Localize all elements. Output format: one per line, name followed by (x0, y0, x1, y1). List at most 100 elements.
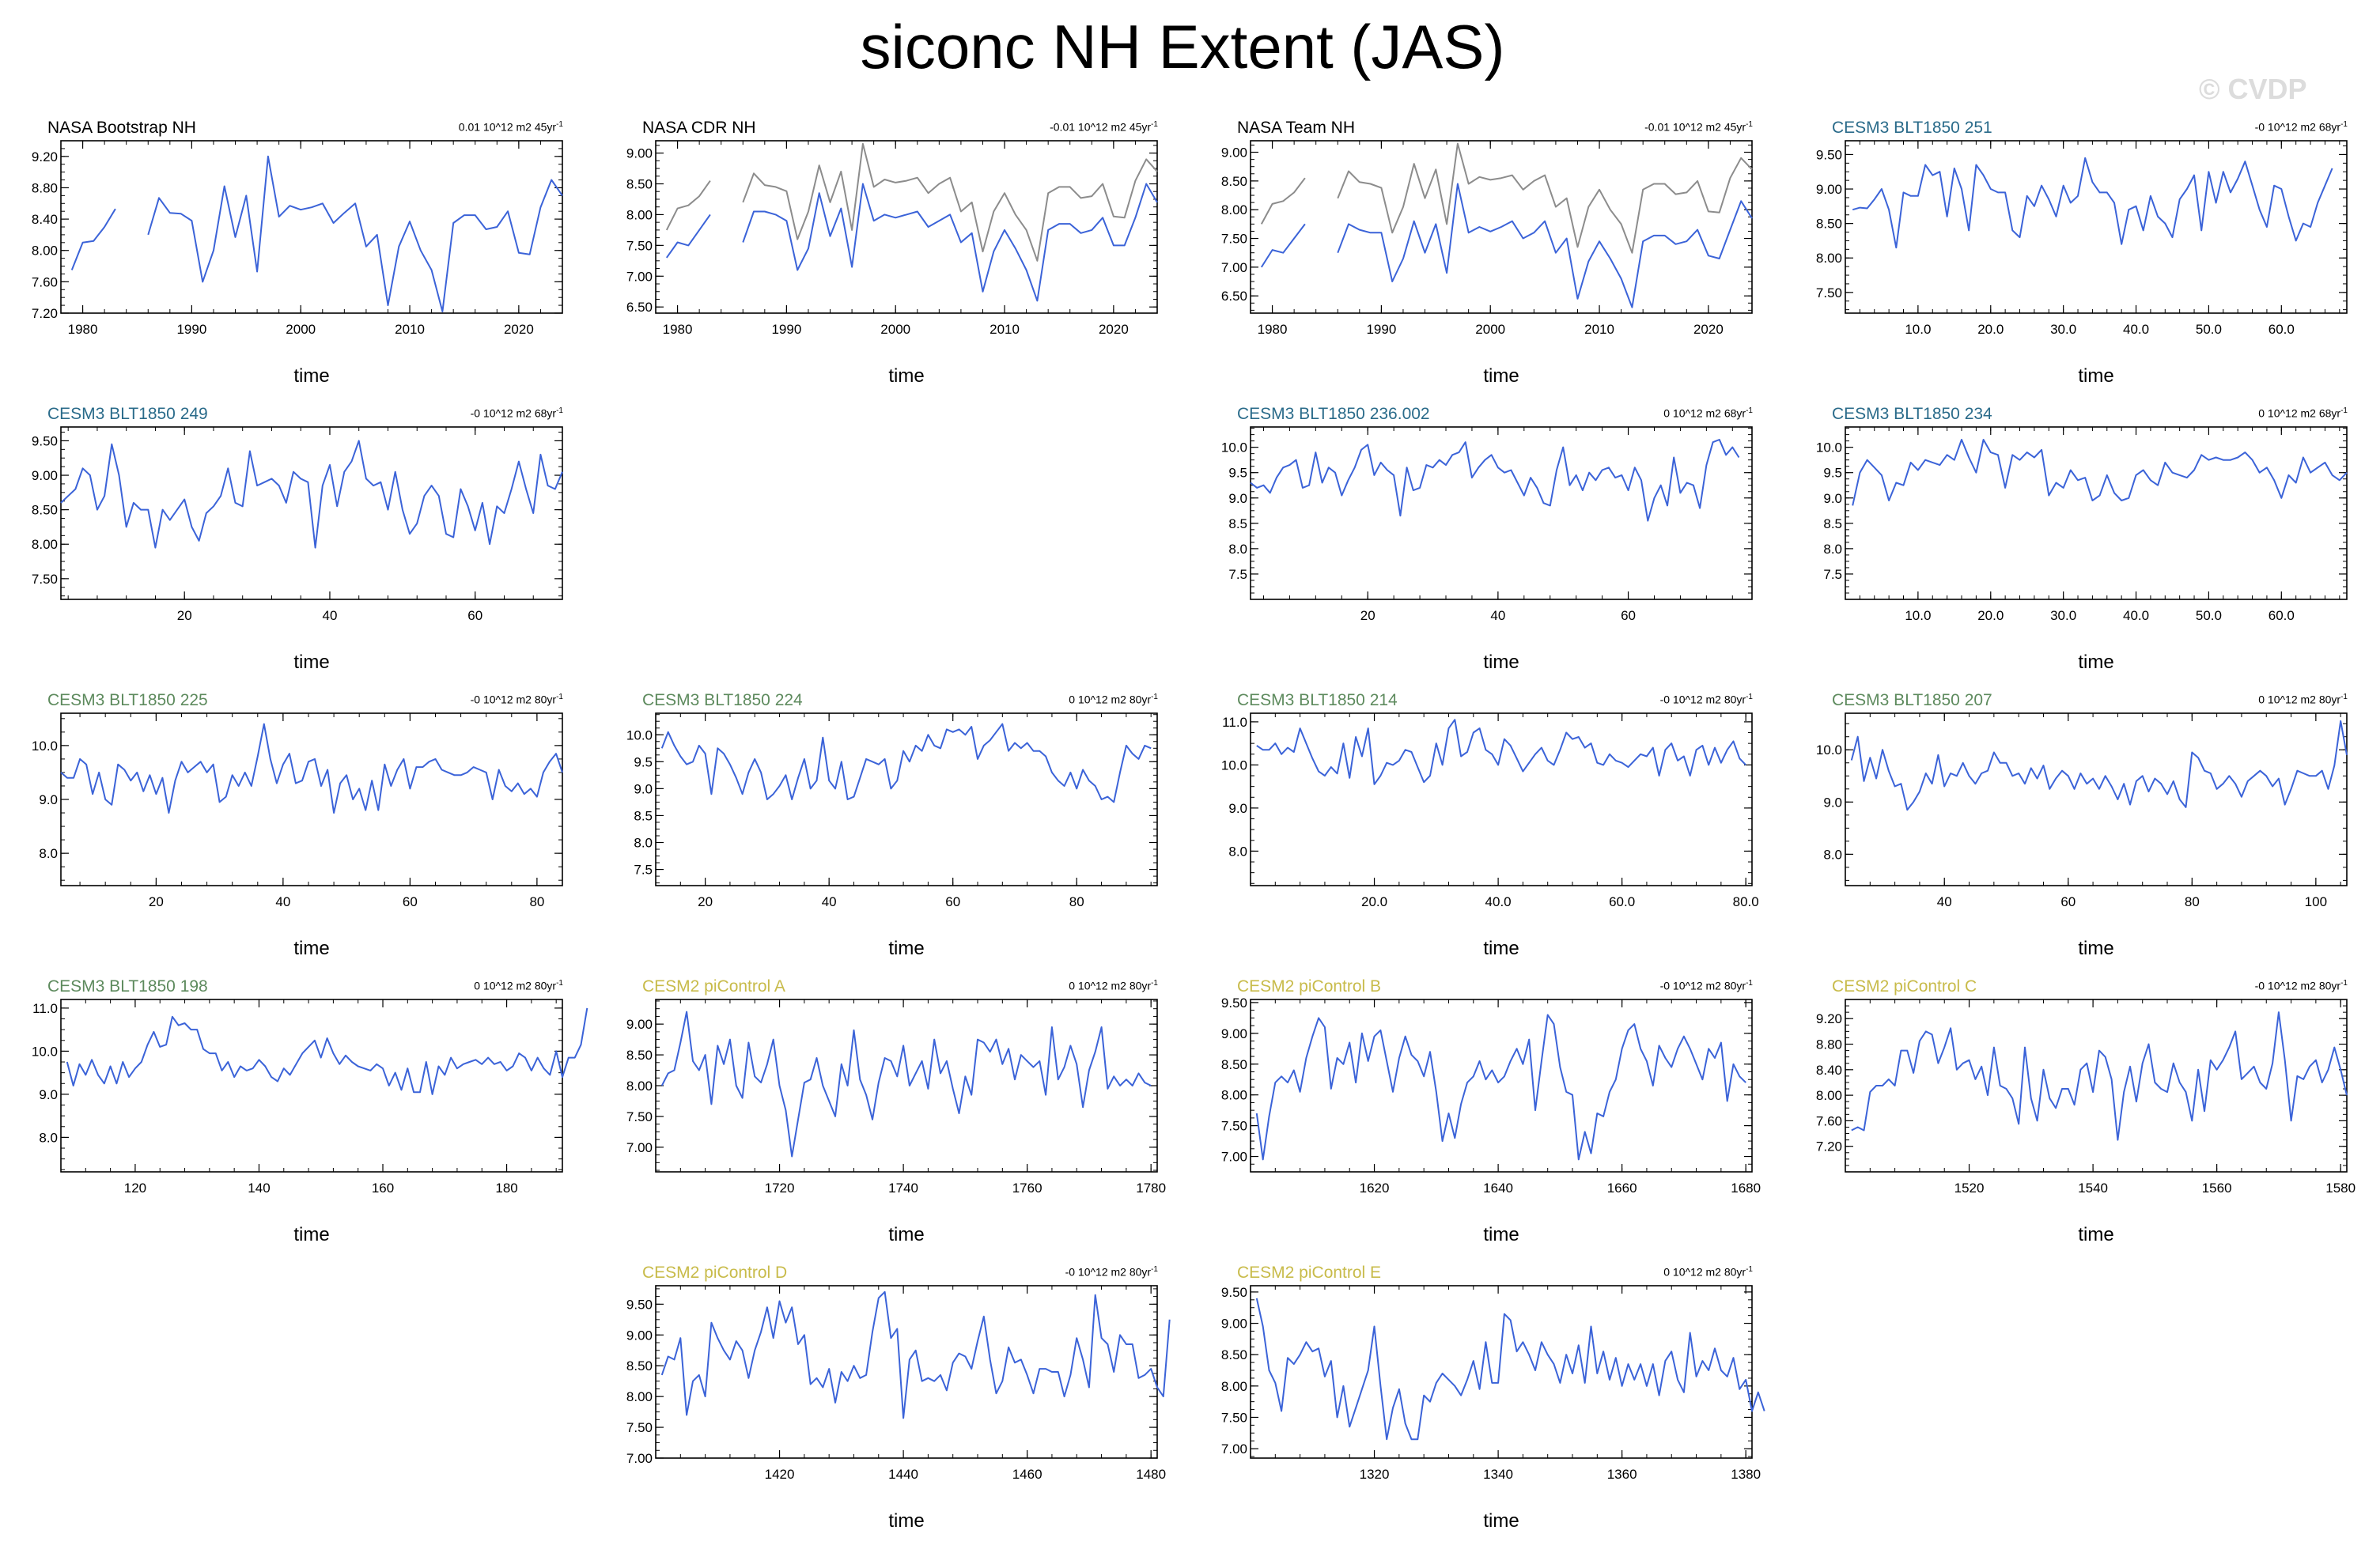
panel-title: CESM2 piControl E (1237, 1264, 1382, 1282)
x-tick-label: 40 (1490, 608, 1505, 623)
x-axis-label: time (888, 938, 925, 959)
chart-panel: CESM3 BLT1850 225 -0 10^12 m2 80yr-1 10.0 9… (32, 691, 585, 976)
series-line (665, 142, 1158, 262)
trend-label: -0 10^12 m2 80yr-1 (1660, 979, 1753, 992)
x-tick-label: 1780 (1136, 1181, 1166, 1196)
plot-area: 10.0 9.5 9.0 8.5 8.0 7.5 20 40 60 (1221, 426, 1753, 623)
plot-frame (1845, 712, 2348, 886)
y-tick-label: 9.50 (32, 433, 58, 448)
trend-text: 0 10^12 m2 80yr (2258, 693, 2341, 706)
chart-panel: CESM2 piControl C -0 10^12 m2 80yr-1 9.20 8… (1816, 977, 2365, 1262)
y-tick-label: 7.50 (626, 1420, 653, 1435)
trend-label: 0 10^12 m2 80yr-1 (1663, 1265, 1753, 1279)
y-tick-label: 7.20 (32, 306, 58, 321)
y-tick-label: 9.50 (1816, 147, 1842, 162)
plot-area: 9.00 8.50 8.00 7.50 7.00 1720 1740 1760 1780 (626, 999, 1166, 1196)
x-tick-label: 40.0 (1485, 894, 1512, 909)
x-tick-label: 2000 (1475, 322, 1505, 337)
x-tick-label: 2020 (1099, 322, 1129, 337)
y-tick-label: 9.20 (32, 149, 58, 164)
plot-frame (655, 999, 1158, 1173)
y-tick-label: 10.0 (32, 1044, 58, 1059)
series-line (1852, 157, 2333, 249)
y-tick-label: 8.00 (1221, 1379, 1247, 1394)
x-tick-label: 20 (149, 894, 164, 909)
y-tick-label: 8.50 (32, 503, 58, 518)
x-tick-label: 20 (1360, 608, 1375, 623)
y-tick-label: 9.50 (1221, 996, 1247, 1011)
trend-superscript: -1 (556, 693, 563, 701)
trend-superscript: -1 (2340, 406, 2348, 415)
panel-title: NASA CDR NH (642, 119, 756, 137)
y-tick-label: 7.60 (32, 274, 58, 289)
x-tick-label: 40 (323, 608, 338, 623)
panel-title: CESM3 BLT1850 234 (1832, 405, 1992, 423)
x-tick-label: 60.0 (1609, 894, 1635, 909)
trend-text: -0 10^12 m2 68yr (2254, 120, 2341, 134)
x-tick-label: 1760 (1012, 1181, 1042, 1196)
y-tick-label: 8.00 (626, 1079, 653, 1094)
x-axis-label: time (293, 652, 330, 673)
y-tick-label: 8.50 (1221, 174, 1247, 189)
y-tick-label: 8.5 (1823, 516, 1842, 531)
chart-panel: NASA Bootstrap NH 0.01 10^12 m2 45yr-1 9.2… (32, 119, 585, 403)
x-tick-label: 20.0 (1361, 894, 1387, 909)
series-line (1852, 439, 2348, 506)
x-tick-label: 50.0 (2196, 608, 2222, 623)
y-tick-label: 9.5 (634, 754, 653, 769)
y-tick-label: 7.00 (1221, 1150, 1247, 1165)
x-tick-label: 80 (2185, 894, 2200, 909)
y-tick-label: 7.50 (1221, 1410, 1247, 1425)
trend-superscript: -1 (1151, 693, 1158, 701)
x-tick-label: 100 (2305, 894, 2327, 909)
y-tick-label: 8.00 (1816, 1088, 1842, 1103)
trend-superscript: -1 (1746, 120, 1753, 129)
y-tick-label: 7.50 (1221, 232, 1247, 247)
x-tick-label: 1520 (1954, 1181, 1985, 1196)
x-tick-label: 20.0 (1977, 322, 2004, 337)
plot-frame (1250, 1285, 1753, 1459)
chart-panel: NASA Team NH -0.01 10^12 m2 45yr-1 9.00 8.5… (1221, 119, 1775, 403)
x-tick-label: 1420 (765, 1467, 795, 1482)
y-tick-label: 8.00 (1816, 251, 1842, 266)
x-tick-label: 1990 (1366, 322, 1396, 337)
y-tick-label: 7.50 (32, 572, 58, 587)
trend-label: 0 10^12 m2 68yr-1 (2258, 406, 2348, 420)
chart-panel: CESM3 BLT1850 234 0 10^12 m2 68yr-1 10.0 9.… (1816, 405, 2365, 690)
x-tick-label: 10.0 (1905, 322, 1931, 337)
trend-text: -0.01 10^12 m2 45yr (1644, 120, 1746, 134)
series-line (60, 440, 563, 549)
chart-panel: CESM3 BLT1850 236.002 0 10^12 m2 68yr-1 10… (1221, 405, 1775, 690)
y-tick-label: 8.00 (32, 537, 58, 552)
chart-panel: CESM3 BLT1850 198 0 10^12 m2 80yr-1 11.0 10… (32, 977, 588, 1262)
x-tick-label: 30.0 (2050, 608, 2076, 623)
x-tick-label: 1580 (2325, 1181, 2356, 1196)
y-tick-label: 9.0 (39, 792, 58, 807)
trend-text: -0 10^12 m2 80yr (1659, 979, 1746, 992)
y-tick-label: 9.50 (626, 1297, 653, 1312)
x-tick-label: 1980 (663, 322, 693, 337)
y-tick-label: 8.0 (39, 846, 58, 861)
x-axis-label: time (888, 1224, 925, 1245)
trend-superscript: -1 (556, 120, 563, 129)
trend-text: 0 10^12 m2 80yr (1069, 693, 1152, 706)
plot-frame (655, 1285, 1158, 1459)
panel-title: CESM2 piControl A (642, 977, 785, 996)
plot-area: 10.0 9.5 9.0 8.5 8.0 7.5 20 40 60 80 (626, 712, 1158, 909)
chart-panel: CESM3 BLT1850 214 -0 10^12 m2 80yr-1 11.0 1… (1221, 691, 1775, 976)
plot-area: 9.20 8.80 8.40 8.00 7.60 7.20 1520 1540 1560 1580 (1816, 999, 2356, 1196)
x-axis-label: time (293, 938, 330, 959)
chart-panel: CESM3 BLT1850 224 0 10^12 m2 80yr-1 10.0 9.… (626, 691, 1180, 976)
x-tick-label: 80.0 (1733, 894, 1759, 909)
trend-label: -0 10^12 m2 80yr-1 (1660, 693, 1753, 706)
trend-superscript: -1 (1746, 979, 1753, 988)
x-axis-label: time (293, 1224, 330, 1245)
x-tick-label: 180 (495, 1181, 517, 1196)
watermark: © CVDP (2199, 73, 2307, 105)
trend-label: 0.01 10^12 m2 45yr-1 (459, 120, 563, 134)
trend-label: 0 10^12 m2 80yr-1 (1069, 693, 1158, 706)
plot-area: 9.50 9.00 8.50 8.00 7.50 7.00 1320 1340 1360 1380 (1221, 1285, 1765, 1482)
plot-area: 9.50 9.00 8.50 8.00 7.50 7.00 1620 1640 1660 1680 (1221, 996, 1761, 1196)
